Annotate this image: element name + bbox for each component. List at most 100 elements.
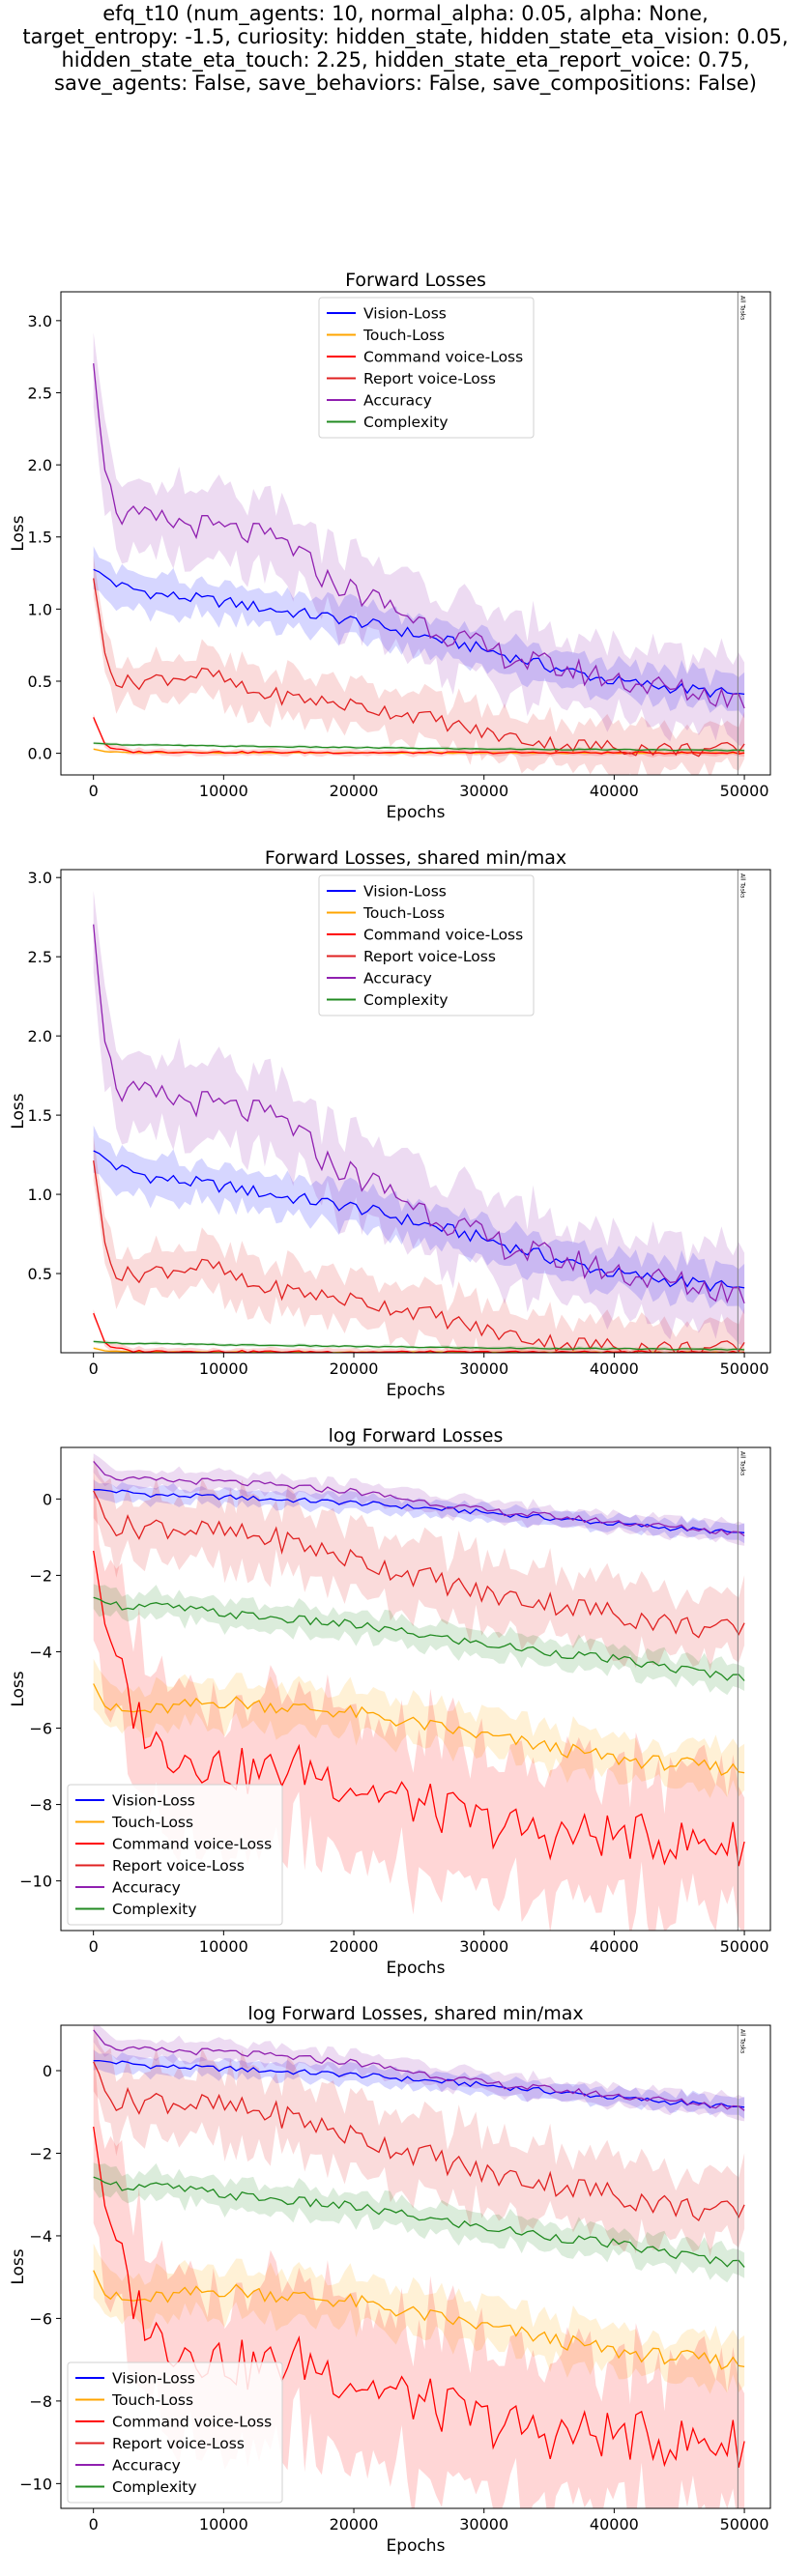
chart-title: Forward Losses, shared min/max bbox=[265, 847, 566, 869]
legend-label: Accuracy bbox=[112, 1879, 181, 1897]
x-axis-label: Epochs bbox=[387, 803, 446, 822]
legend-label: Report voice-Loss bbox=[363, 370, 496, 387]
legend-box bbox=[318, 874, 535, 1016]
legend-label: Complexity bbox=[363, 414, 449, 431]
chart-forward-losses-shared: Forward Losses, shared min/max All Tasks 0… bbox=[9, 847, 771, 1400]
legend-label: Report voice-Loss bbox=[112, 2435, 245, 2452]
series-line bbox=[93, 1160, 745, 1353]
series-line bbox=[93, 568, 745, 699]
chart-log-forward-losses-shared: log Forward Losses, shared min/max All Ta… bbox=[9, 2003, 771, 2556]
x-tick-label: 40000 bbox=[590, 1937, 639, 1956]
x-tick-label: 10000 bbox=[199, 1937, 248, 1956]
legend-label: Command voice-Loss bbox=[363, 349, 523, 366]
y-tick-label: 0.5 bbox=[28, 1265, 52, 1283]
x-tick-label: 50000 bbox=[720, 1360, 769, 1378]
task-marker-label: All Tasks bbox=[739, 1451, 745, 1475]
y-tick-label: 1.0 bbox=[28, 600, 52, 618]
chart-title: log Forward Losses bbox=[329, 1425, 504, 1446]
chart-forward-losses: Forward Losses All Tasks 0 10000 20000 30000 4… bbox=[9, 270, 771, 822]
y-tick-label: −8 bbox=[29, 1796, 52, 1815]
y-tick-label: 2.5 bbox=[28, 384, 52, 402]
x-tick-label: 0 bbox=[89, 782, 99, 800]
x-tick-label: 20000 bbox=[330, 782, 379, 800]
series-line bbox=[93, 1683, 745, 1776]
legend-label: Report voice-Loss bbox=[363, 948, 496, 965]
series-line bbox=[93, 1150, 745, 1293]
legend-label: Report voice-Loss bbox=[112, 1857, 245, 1875]
x-tick-label: 30000 bbox=[459, 1360, 508, 1378]
x-tick-label: 40000 bbox=[590, 1360, 639, 1378]
y-tick-label: −6 bbox=[29, 2309, 52, 2328]
figure-title-line: target_entropy: -1.5, curiosity: hidden_… bbox=[22, 25, 789, 48]
x-tick-label: 30000 bbox=[459, 2515, 508, 2533]
x-tick-label: 40000 bbox=[590, 782, 639, 800]
legend: Vision-Loss Touch-Loss Command voice-Loss R… bbox=[318, 874, 535, 1016]
x-tick-label: 50000 bbox=[720, 782, 769, 800]
y-axis-label: Loss bbox=[9, 515, 28, 551]
legend-label: Vision-Loss bbox=[363, 883, 447, 901]
legend-label: Command voice-Loss bbox=[112, 2414, 272, 2431]
series-band bbox=[93, 1457, 745, 1672]
series-band bbox=[93, 1584, 745, 1696]
y-axis-label: Loss bbox=[9, 1671, 28, 1706]
figure-title-line: efq_t10 (num_agents: 10, normal_alpha: 0… bbox=[102, 2, 709, 25]
series-line bbox=[93, 1550, 745, 1867]
series-band bbox=[93, 1479, 745, 1544]
legend-label: Vision-Loss bbox=[363, 305, 447, 323]
legend-label: Touch-Loss bbox=[362, 327, 445, 344]
series-line bbox=[93, 363, 745, 709]
y-tick-label: −10 bbox=[19, 2475, 52, 2493]
y-tick-label: −2 bbox=[29, 1566, 52, 1585]
x-tick-label: 10000 bbox=[199, 782, 248, 800]
series-line bbox=[93, 742, 745, 752]
legend-box bbox=[67, 1784, 283, 1926]
x-axis-label: Epochs bbox=[387, 1381, 446, 1400]
plot-area bbox=[93, 332, 745, 775]
y-axis-label: Loss bbox=[9, 1093, 28, 1129]
x-tick-label: 0 bbox=[89, 1360, 99, 1378]
legend-label: Accuracy bbox=[363, 970, 432, 987]
axes-frame bbox=[60, 2024, 771, 2509]
x-tick-label: 10000 bbox=[199, 2515, 248, 2533]
series-line bbox=[93, 2029, 745, 2111]
y-tick-label: 1.5 bbox=[28, 529, 52, 547]
x-tick-label: 40000 bbox=[590, 2515, 639, 2533]
y-tick-label: −8 bbox=[29, 2392, 52, 2411]
legend-label: Complexity bbox=[112, 2478, 197, 2496]
figure-title-line: save_agents: False, save_behaviors: Fals… bbox=[54, 72, 757, 95]
series-line bbox=[93, 1340, 745, 1351]
y-tick-label: −6 bbox=[29, 1720, 52, 1738]
axes-frame bbox=[60, 291, 771, 776]
x-tick-label: 20000 bbox=[330, 2515, 379, 2533]
legend-label: Complexity bbox=[112, 1901, 197, 1918]
y-tick-label: 0 bbox=[43, 2062, 52, 2080]
x-tick-label: 20000 bbox=[330, 1937, 379, 1956]
legend-label: Complexity bbox=[363, 991, 449, 1009]
y-tick-label: 1.5 bbox=[28, 1106, 52, 1125]
x-tick-label: 50000 bbox=[720, 1937, 769, 1956]
series-line bbox=[93, 2061, 745, 2222]
task-marker-label: All Tasks bbox=[739, 2029, 745, 2053]
axes-frame bbox=[60, 869, 771, 1354]
axes-frame bbox=[60, 1446, 771, 1932]
legend-label: Accuracy bbox=[363, 392, 432, 410]
series-band bbox=[93, 2049, 745, 2119]
series-line bbox=[93, 2176, 745, 2268]
x-tick-label: 0 bbox=[89, 1937, 99, 1956]
figure-title: efq_t10 (num_agents: 10, normal_alpha: 0… bbox=[0, 2, 811, 95]
legend-box bbox=[318, 297, 535, 439]
series-band bbox=[93, 2025, 745, 2122]
y-tick-label: 2.5 bbox=[28, 948, 52, 966]
figure-title-line: hidden_state_eta_touch: 2.25, hidden_sta… bbox=[61, 48, 750, 72]
legend-label: Vision-Loss bbox=[112, 1792, 195, 1810]
y-tick-label: 2.0 bbox=[28, 1027, 52, 1045]
y-tick-label: 3.0 bbox=[28, 312, 52, 330]
series-line bbox=[93, 1596, 745, 1681]
series-band bbox=[93, 890, 745, 1347]
series-line bbox=[93, 1460, 745, 1537]
x-tick-label: 10000 bbox=[199, 1360, 248, 1378]
legend: Vision-Loss Touch-Loss Command voice-Loss R… bbox=[67, 2361, 283, 2504]
series-band bbox=[93, 1658, 745, 1798]
y-tick-label: 0.5 bbox=[28, 673, 52, 691]
x-tick-label: 30000 bbox=[459, 1937, 508, 1956]
